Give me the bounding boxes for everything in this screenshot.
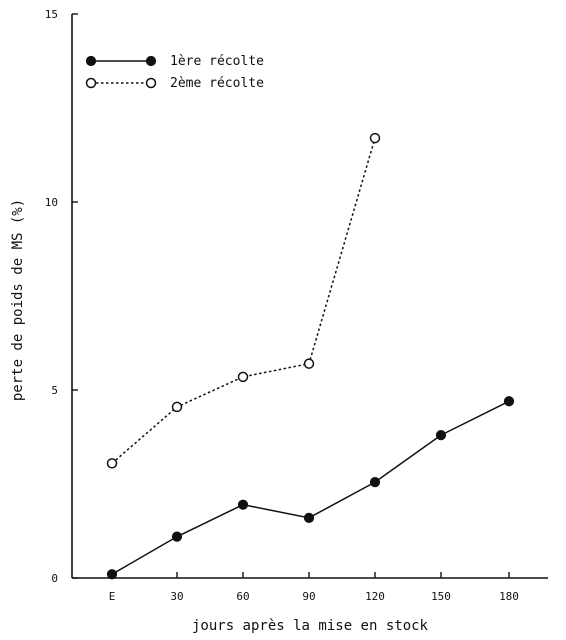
series-2-point bbox=[171, 401, 183, 413]
series-layer bbox=[106, 132, 515, 580]
y-ticks: 0 5 10 15 bbox=[45, 8, 78, 585]
y-tick-label: 10 bbox=[45, 196, 58, 209]
series-1-point bbox=[106, 569, 118, 580]
x-tick-label: 150 bbox=[431, 590, 451, 603]
series-1-point bbox=[369, 477, 381, 488]
series-1-point bbox=[303, 512, 315, 523]
axes bbox=[71, 14, 548, 579]
series-line-2 bbox=[111, 137, 376, 464]
legend-label-2: 2ème récolte bbox=[170, 76, 264, 91]
y-tick-label: 5 bbox=[51, 384, 58, 397]
series-2-point bbox=[369, 132, 381, 144]
series-2-point bbox=[106, 458, 118, 469]
x-tick-label: 90 bbox=[302, 590, 315, 603]
x-tick-label: 30 bbox=[170, 590, 183, 603]
series-2-point bbox=[237, 371, 249, 383]
x-tick-label: 180 bbox=[499, 590, 519, 603]
x-tick-label: 60 bbox=[236, 590, 249, 603]
series-line-1 bbox=[111, 400, 510, 575]
legend-marker bbox=[145, 77, 157, 89]
y-tick-label: 0 bbox=[51, 572, 58, 585]
series-1-point bbox=[237, 499, 249, 510]
series-1-point bbox=[503, 396, 515, 407]
legend-marker bbox=[145, 55, 157, 67]
series-1-point bbox=[171, 531, 183, 542]
y-axis-title: perte de poids de MS (%) bbox=[10, 199, 26, 401]
series-1-point bbox=[435, 430, 447, 441]
legend-marker bbox=[85, 77, 97, 89]
x-ticks: E 30 60 90 120 150 180 bbox=[109, 572, 519, 603]
x-tick-label: 120 bbox=[365, 590, 385, 603]
y-tick-label: 15 bbox=[45, 8, 58, 21]
legend: 1ère récolte 2ème récolte bbox=[85, 54, 264, 91]
legend-label-1: 1ère récolte bbox=[170, 54, 264, 69]
x-tick-label: E bbox=[109, 590, 116, 603]
legend-marker bbox=[85, 55, 97, 67]
series-2-point bbox=[303, 358, 315, 369]
x-axis-title: jours après la mise en stock bbox=[192, 618, 429, 634]
